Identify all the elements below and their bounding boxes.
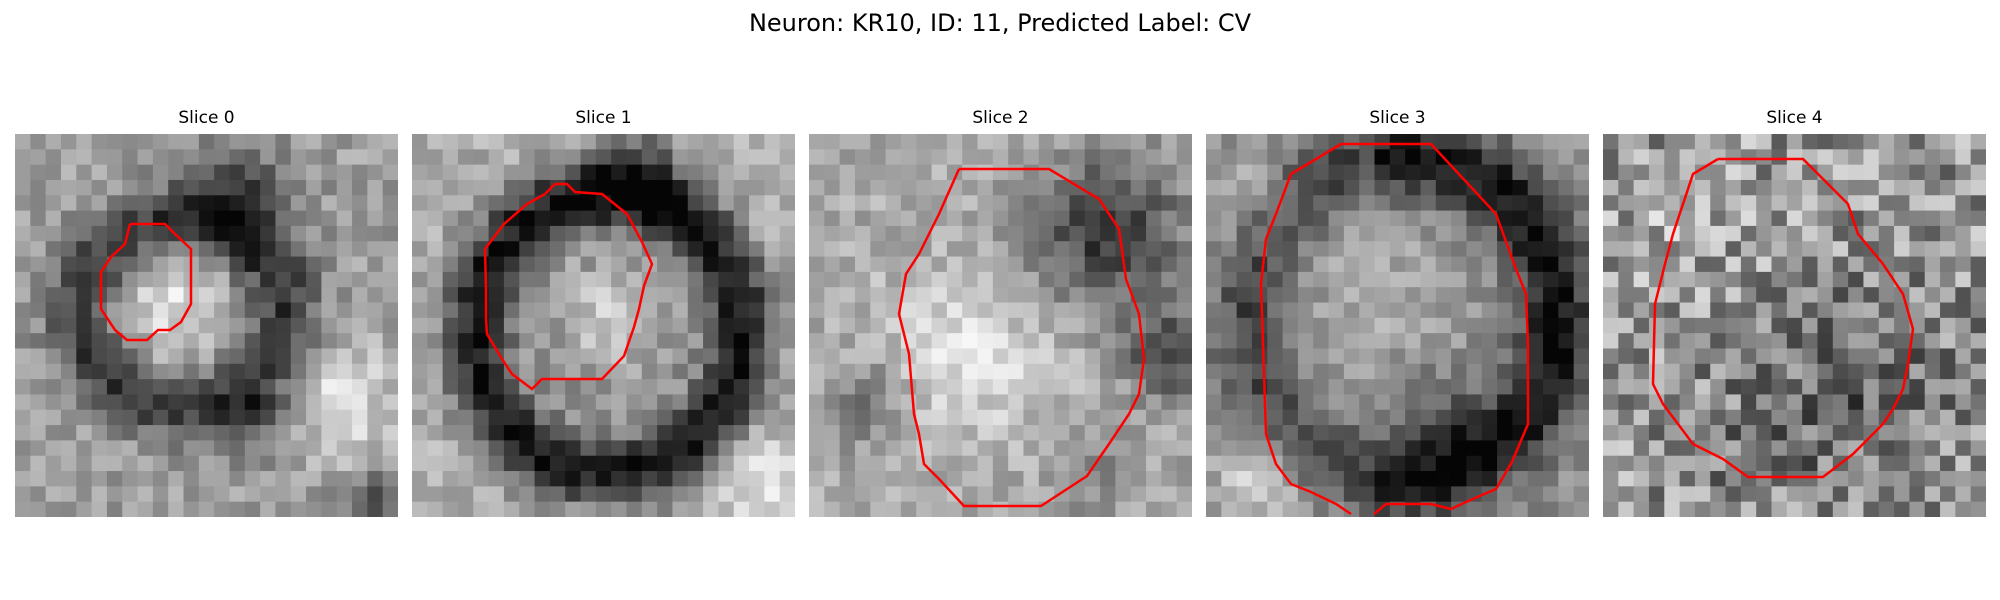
slice-panel-0: Slice 0 (15, 108, 398, 517)
figure-title: Neuron: KR10, ID: 11, Predicted Label: C… (748, 9, 1252, 37)
contour-line-1 (483, 182, 654, 391)
contour-line-3b (1259, 173, 1352, 516)
contour-line-0 (99, 222, 193, 342)
slice-image-1 (412, 134, 795, 517)
slice-panel-4: Slice 4 (1603, 108, 1986, 517)
slice-panel-2: Slice 2 (809, 108, 1192, 517)
slice-title-1: Slice 1 (575, 108, 632, 128)
contour-line-2 (897, 167, 1146, 508)
contour-line-4 (1651, 157, 1915, 479)
contour-line-3 (1290, 142, 1530, 515)
slice-image-4 (1603, 134, 1986, 517)
slice-title-4: Slice 4 (1766, 108, 1823, 128)
slice-image-2 (809, 134, 1192, 517)
slice-image-0 (15, 134, 398, 517)
slice-image-3 (1206, 134, 1589, 517)
slice-panel-1: Slice 1 (412, 108, 795, 517)
slice-title-2: Slice 2 (972, 108, 1029, 128)
slice-title-0: Slice 0 (178, 108, 235, 128)
slice-title-3: Slice 3 (1369, 108, 1426, 128)
slice-panel-3: Slice 3 (1206, 108, 1589, 517)
